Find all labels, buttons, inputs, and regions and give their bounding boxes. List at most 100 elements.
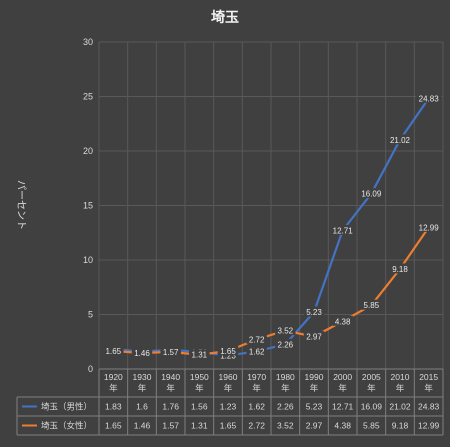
table-header-cell: 年 (281, 383, 290, 393)
data-label-bg (330, 224, 356, 235)
y-tick-label: 5 (88, 310, 93, 320)
data-label: 12.99 (419, 223, 440, 232)
data-label: 1.57 (163, 348, 179, 357)
data-label: 12.71 (333, 226, 354, 235)
y-tick-label: 15 (83, 201, 93, 211)
table-header-cell: 1940 (161, 372, 180, 382)
data-label-bg (389, 263, 411, 274)
data-label: 1.62 (249, 347, 265, 356)
data-label-bg (275, 325, 296, 336)
data-label-bg (303, 306, 325, 317)
y-tick-label: 0 (88, 364, 93, 374)
data-label: 1.46 (134, 349, 150, 358)
data-label: 9.18 (392, 265, 408, 274)
table-header-cell: 1930 (133, 372, 152, 382)
data-label-bg (246, 333, 267, 344)
table-header-cell: 1990 (305, 372, 324, 382)
table-cell: 9.18 (392, 421, 409, 431)
data-label: 16.09 (361, 190, 382, 199)
table-header-cell: 1980 (276, 372, 295, 382)
data-label: 1.23 (220, 352, 236, 361)
y-axis-label: パーセント (15, 180, 27, 230)
data-label-bg (189, 349, 210, 360)
data-label-bg (358, 188, 384, 199)
table-cell: 1.65 (105, 421, 122, 431)
table-header-cell: 年 (166, 383, 175, 393)
table-cell: 21.02 (389, 402, 411, 412)
table-cell: 2.26 (277, 402, 294, 412)
data-label: 2.72 (249, 335, 265, 344)
table-cell: 5.85 (363, 421, 380, 431)
table-cell: 3.52 (277, 421, 294, 431)
table-header-cell: 年 (396, 383, 405, 393)
data-label: 5.23 (306, 308, 322, 317)
gridlines (98, 41, 444, 370)
table-cell: 1.83 (105, 402, 122, 412)
data-label: 3.52 (278, 327, 294, 336)
data-table: 1920年1930年1940年1950年1960年1970年1980年1990年… (16, 368, 444, 436)
table-cell: 16.09 (361, 402, 383, 412)
table-header-cell: 年 (109, 383, 118, 393)
table-header-cell: 2010 (391, 372, 410, 382)
table-cell: 1.57 (162, 421, 179, 431)
table-cell: 1.65 (220, 421, 237, 431)
data-label-bg (416, 221, 442, 232)
table-header-cell: 2015 (419, 372, 438, 382)
table-cell: 2.72 (248, 421, 265, 431)
table-cell: 1.76 (162, 402, 179, 412)
data-label: 1.65 (220, 347, 236, 356)
table-header-cell: 年 (252, 383, 261, 393)
table-header-cell: 1970 (247, 372, 266, 382)
y-tick-label: 20 (83, 146, 93, 156)
data-label-bg (246, 345, 267, 356)
data-label: 4.38 (335, 317, 351, 326)
table-header-cell: 1920 (104, 372, 123, 382)
data-label: 24.83 (419, 94, 440, 103)
y-tick-label: 10 (83, 255, 93, 265)
data-label-bg (160, 346, 181, 357)
table-header-cell: 年 (195, 383, 204, 393)
legend-entry: 埼玉（女性） (41, 421, 92, 431)
table-cell: 12.71 (332, 402, 354, 412)
table-cell: 24.83 (418, 402, 440, 412)
table-header-cell: 年 (138, 383, 147, 393)
table-header-cell: 2005 (362, 372, 381, 382)
table-cell: 2.97 (306, 421, 323, 431)
y-tick-label: 25 (83, 92, 93, 102)
table-cell: 1.6 (136, 402, 148, 412)
data-label: 1.65 (106, 347, 122, 356)
table-cell: 1.46 (134, 421, 151, 431)
data-label: 5.85 (364, 301, 380, 310)
data-label-bg (131, 347, 153, 358)
table-cell: 1.23 (220, 402, 237, 412)
table-cell: 5.23 (306, 402, 323, 412)
table-header-cell: 1960 (219, 372, 238, 382)
y-tick-labels: 0 5 10 15 20 25 30 (83, 37, 93, 374)
table-cell: 1.62 (248, 402, 265, 412)
data-label-bg (303, 331, 325, 342)
table-header-cell: 年 (424, 383, 433, 393)
data-label: 1.31 (192, 351, 208, 360)
table-cell: 4.38 (334, 421, 351, 431)
table-header-cell: 年 (310, 383, 319, 393)
data-label: 2.26 (278, 340, 294, 349)
table-cell: 1.56 (191, 402, 208, 412)
data-label: 21.02 (390, 136, 411, 145)
data-label-bg (275, 338, 296, 349)
chart-title: 埼玉 (211, 9, 239, 25)
table-cell: 12.99 (418, 421, 440, 431)
table-header-cell: 年 (224, 383, 233, 393)
y-tick-label: 30 (83, 37, 93, 47)
table-header-cell: 2000 (333, 372, 352, 382)
legend-entry: 埼玉（男性） (41, 402, 92, 412)
table-header-cell: 1950 (190, 372, 209, 382)
table-header-cell: 年 (338, 383, 347, 393)
data-label-bg (217, 345, 239, 356)
data-label-bg (332, 315, 353, 326)
data-label-bg (387, 134, 413, 145)
data-label-bg (361, 299, 382, 310)
table-cell: 1.31 (191, 421, 208, 431)
data-label-bg (416, 92, 442, 103)
